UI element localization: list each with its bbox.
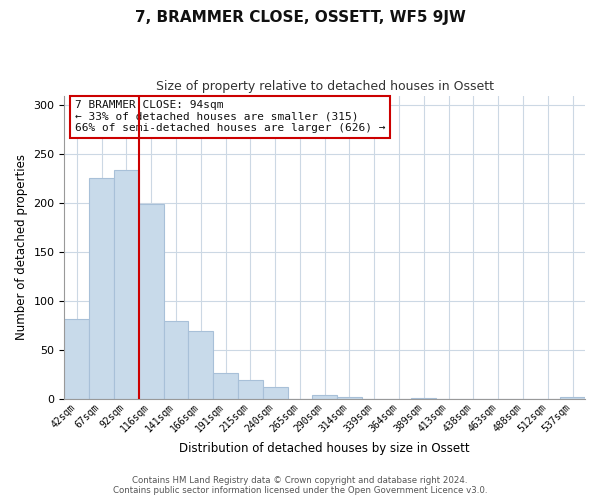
Bar xyxy=(114,170,139,399)
Text: Contains HM Land Registry data © Crown copyright and database right 2024.
Contai: Contains HM Land Registry data © Crown c… xyxy=(113,476,487,495)
Bar xyxy=(139,204,164,399)
Bar xyxy=(313,395,337,399)
Y-axis label: Number of detached properties: Number of detached properties xyxy=(15,154,28,340)
Bar xyxy=(560,397,585,399)
Text: 7, BRAMMER CLOSE, OSSETT, WF5 9JW: 7, BRAMMER CLOSE, OSSETT, WF5 9JW xyxy=(134,10,466,25)
Title: Size of property relative to detached houses in Ossett: Size of property relative to detached ho… xyxy=(156,80,494,93)
Bar xyxy=(164,320,188,399)
Bar xyxy=(64,318,89,399)
Bar xyxy=(412,398,436,399)
Bar xyxy=(188,332,213,399)
Bar xyxy=(263,387,287,399)
Bar xyxy=(337,397,362,399)
X-axis label: Distribution of detached houses by size in Ossett: Distribution of detached houses by size … xyxy=(179,442,470,455)
Text: 7 BRAMMER CLOSE: 94sqm
← 33% of detached houses are smaller (315)
66% of semi-de: 7 BRAMMER CLOSE: 94sqm ← 33% of detached… xyxy=(75,100,385,134)
Bar xyxy=(89,178,114,399)
Bar xyxy=(238,380,263,399)
Bar xyxy=(213,374,238,399)
